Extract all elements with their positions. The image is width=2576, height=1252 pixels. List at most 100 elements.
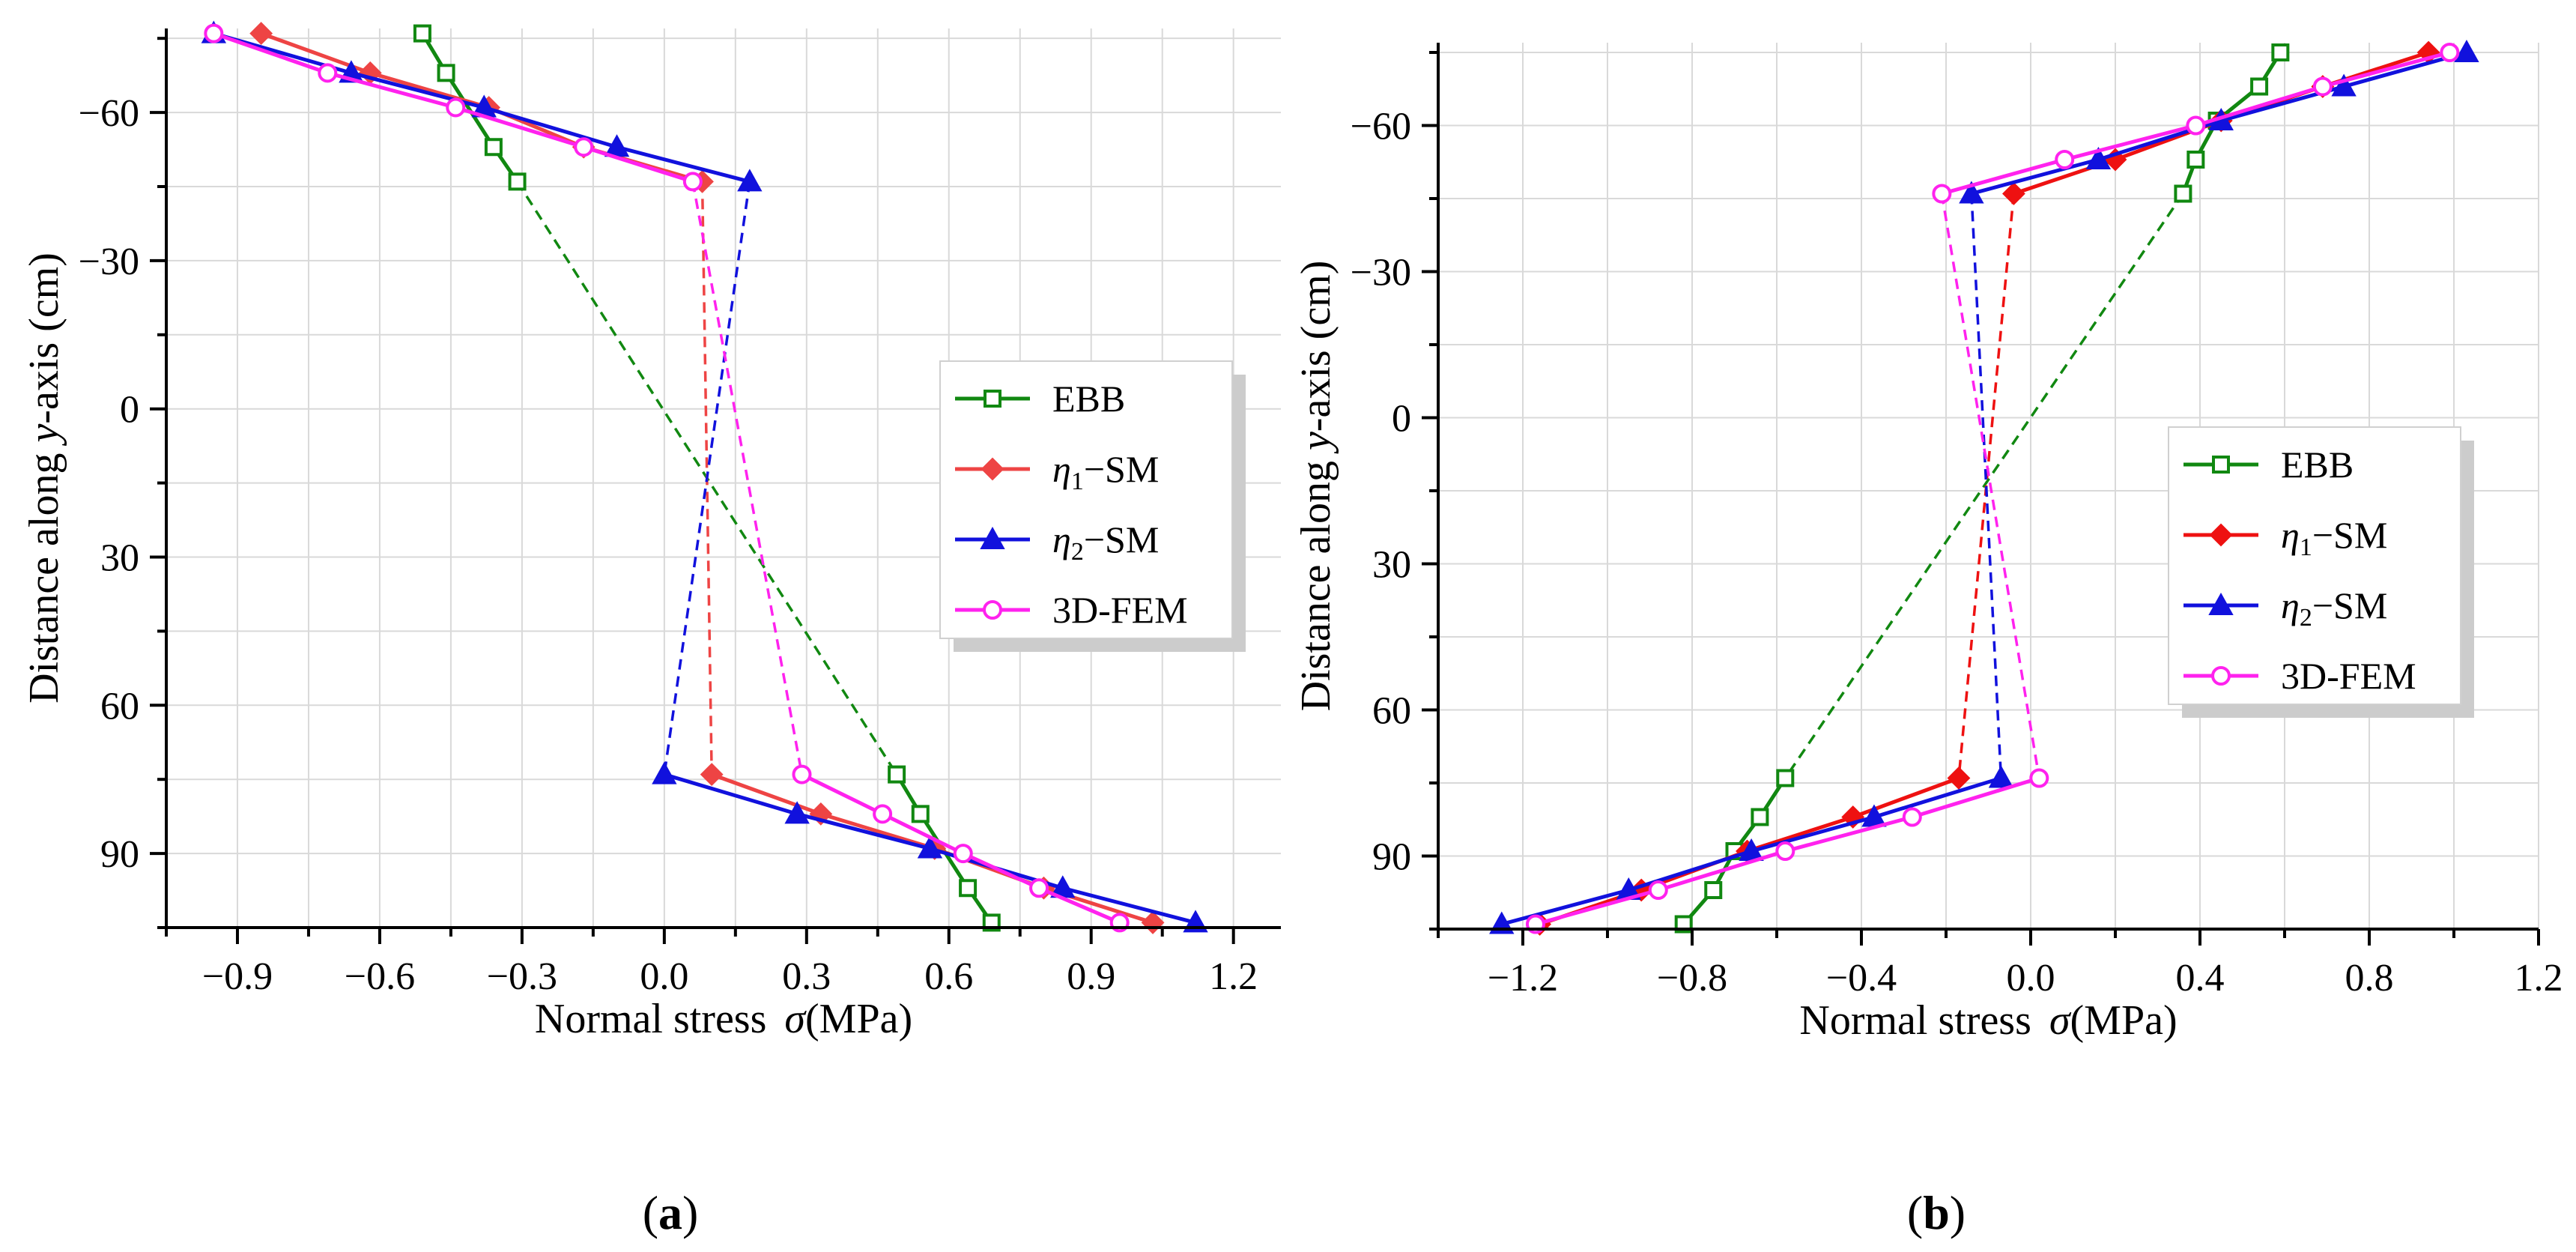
y-tick-label: 90 <box>100 833 139 876</box>
data-point <box>413 24 431 43</box>
data-point <box>204 23 224 43</box>
y-tick-label: 30 <box>100 536 139 579</box>
data-point <box>2331 73 2357 97</box>
y-tick-label: 60 <box>100 685 139 728</box>
data-point <box>1751 808 1769 826</box>
data-point <box>792 764 812 784</box>
panel-label-a: (a) <box>643 1186 699 1239</box>
x-tick-label: 1.2 <box>2515 957 2563 1000</box>
data-point <box>888 765 906 784</box>
data-point <box>1932 184 1952 204</box>
x-tick-label: 0.9 <box>1067 955 1115 998</box>
data-point <box>437 64 455 82</box>
data-point <box>2186 115 2206 136</box>
data-point <box>2440 43 2460 62</box>
y-tick-label: 0 <box>120 389 139 432</box>
chart-a: −0.9 −0.6 −0.3 0.0 0.3 0.6 0.9 1.2 −60 −30 0 30 60 90… <box>21 20 1281 1042</box>
x-tick-label: −0.8 <box>1657 957 1727 1000</box>
x-tick-label: 0.0 <box>640 955 688 998</box>
x-tick-label: −0.3 <box>487 955 557 998</box>
data-point <box>1648 880 1668 900</box>
data-point <box>2174 184 2192 203</box>
data-point <box>1029 878 1049 898</box>
data-point <box>574 137 594 157</box>
series-dash-line <box>1940 193 2041 778</box>
data-point <box>959 879 978 898</box>
data-point <box>873 804 893 824</box>
x-tick-label: −0.6 <box>345 955 415 998</box>
y-tick-label: −30 <box>79 241 139 283</box>
data-point <box>2250 77 2269 96</box>
x-tick-label: 1.2 <box>1209 955 1258 998</box>
data-point <box>1902 807 1922 827</box>
legend-marker <box>2212 456 2230 474</box>
legend-entry: η2−SM <box>1052 518 1159 566</box>
y-tick-label: 0 <box>1392 398 1411 441</box>
data-point <box>2001 182 2025 205</box>
series-dash-line <box>663 181 751 775</box>
legend-entry: 3D-FEM <box>2281 655 2416 697</box>
data-point <box>1988 765 2014 788</box>
x-axis-title: Normal stress σ(MPa) <box>1799 997 2177 1044</box>
legend-marker <box>2209 523 2233 547</box>
data-point <box>2055 150 2075 169</box>
data-point <box>508 172 527 191</box>
x-tick-label: 0.6 <box>924 955 973 998</box>
legend-entry: 3D-FEM <box>1052 589 1188 631</box>
data-point <box>2085 146 2112 169</box>
data-point <box>249 22 273 46</box>
data-point <box>682 172 703 192</box>
legend-marker <box>983 600 1002 620</box>
data-point <box>484 138 503 157</box>
y-tick-label: 60 <box>1372 690 1411 733</box>
data-point <box>318 63 338 83</box>
x-tick-label: 0.8 <box>2345 957 2394 1000</box>
y-tick-label: 30 <box>1372 544 1411 587</box>
x-tick-label: −1.2 <box>1488 957 1558 1000</box>
x-tick-label: 0.0 <box>2007 957 2055 1000</box>
legend-entry: η1−SM <box>2281 514 2387 561</box>
series-dash-line <box>1957 193 2016 778</box>
series-dash-line <box>1783 193 2184 779</box>
data-point <box>1776 769 1795 787</box>
legend-marker <box>2208 592 2234 615</box>
series-dash-line <box>691 181 804 775</box>
data-point <box>1959 181 1984 204</box>
legend-marker <box>980 526 1005 549</box>
data-point <box>1704 881 1723 899</box>
y-tick-label: −60 <box>1351 106 1411 148</box>
data-point <box>1947 766 1971 790</box>
legend-entry: η2−SM <box>2281 584 2387 632</box>
y-axis-title: Distance along y-axis (cm) <box>1293 261 1339 712</box>
legend-entry: η1−SM <box>1052 448 1159 495</box>
data-point <box>700 763 724 787</box>
series-b-0 <box>1674 43 2290 934</box>
data-point <box>737 169 763 192</box>
x-tick-label: −0.9 <box>202 955 273 998</box>
data-point <box>953 844 973 864</box>
legend-marker <box>984 390 1001 408</box>
data-point <box>911 805 930 823</box>
data-point <box>652 761 677 784</box>
legend-entry: EBB <box>1052 378 1125 420</box>
series-dash-line <box>1970 193 2003 778</box>
y-axis-title: Distance along y-axis (cm) <box>21 252 67 704</box>
x-tick-label: −0.4 <box>1826 957 1897 1000</box>
x-axis-title: Normal stress σ(MPa) <box>535 996 912 1042</box>
legend-a: EBB η1−SM η2−SM 3D-FEM <box>939 360 1246 652</box>
data-point <box>2312 76 2333 97</box>
series-b-3 <box>1525 43 2460 934</box>
data-point <box>2186 151 2205 169</box>
legend-entry: EBB <box>2281 444 2354 486</box>
data-point <box>446 97 466 118</box>
panel-label-b: (b) <box>1907 1186 1966 1239</box>
legend-marker <box>981 457 1004 481</box>
legend-marker <box>2211 666 2231 686</box>
y-tick-label: −30 <box>1351 252 1411 294</box>
data-point <box>2454 39 2479 62</box>
x-tick-label: 0.3 <box>782 955 831 998</box>
data-point <box>917 835 943 859</box>
legend-b: EBB η1−SM η2−SM 3D-FEM <box>2168 426 2474 718</box>
series-a-2 <box>201 20 1208 933</box>
